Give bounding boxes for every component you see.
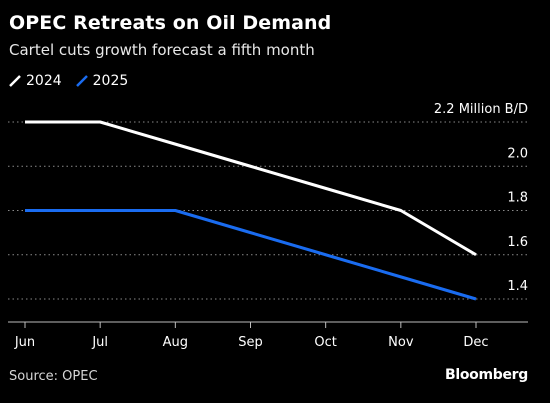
x-tick-label: Dec: [463, 335, 488, 350]
legend-item-2024: 2024: [9, 73, 62, 89]
x-axis: Jun Jul Aug Sep Oct Nov Dec: [8, 321, 528, 350]
legend-swatch-2024: [9, 75, 21, 87]
legend-item-2025: 2025: [75, 73, 129, 89]
y-tick-label: 1.4: [507, 279, 528, 294]
bloomberg-logo: Bloomberg: [444, 367, 528, 383]
series-line-2024: [25, 120, 477, 257]
y-tick-label: 1.8: [507, 191, 528, 206]
x-tick-label: Nov: [388, 335, 414, 350]
legend-swatch-2025: [75, 75, 88, 87]
x-tick-label: Jun: [14, 335, 35, 350]
x-tick-label: Jul: [91, 335, 108, 350]
series-lines: [25, 120, 477, 301]
chart-title: OPEC Retreats on Oil Demand: [9, 12, 332, 34]
x-tick-label: Oct: [314, 335, 336, 350]
legend-label-2025: 2025: [92, 73, 129, 89]
legend: 2024 2025: [9, 73, 128, 89]
y-tick-label: 2.2 Million B/D: [434, 102, 528, 117]
source-note: Source: OPEC: [9, 369, 98, 384]
x-tick-label: Sep: [238, 335, 263, 350]
y-tick-label: 1.6: [507, 235, 528, 250]
y-tick-label: 2.0: [507, 146, 528, 161]
y-axis-ticks: 2.2 Million B/D 2.0 1.8 1.6 1.4: [434, 102, 528, 294]
legend-label-2024: 2024: [26, 73, 62, 89]
x-tick-label: Aug: [163, 335, 188, 350]
series-line-2025: [25, 209, 477, 301]
chart-subtitle: Cartel cuts growth forecast a fifth mont…: [9, 41, 315, 59]
